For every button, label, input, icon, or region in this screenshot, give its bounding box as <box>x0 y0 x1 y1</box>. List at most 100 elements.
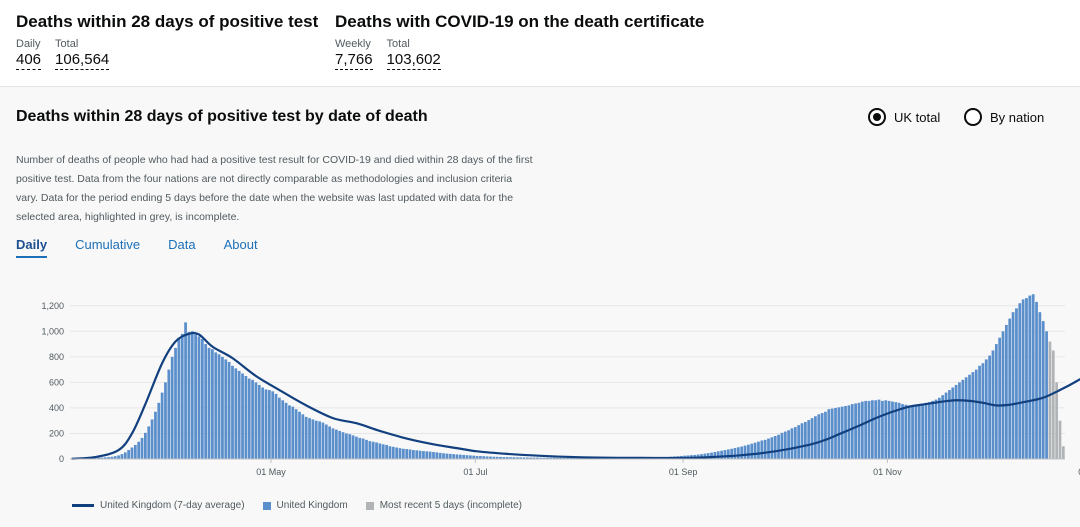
weekly-value[interactable]: 7,766 <box>335 51 373 70</box>
daily-bar <box>770 437 774 459</box>
daily-bar <box>535 457 539 459</box>
chart-tabs: Daily Cumulative Data About <box>16 237 258 258</box>
daily-bar <box>284 402 288 459</box>
daily-bar <box>1045 331 1048 459</box>
total-value[interactable]: 106,564 <box>55 51 110 70</box>
daily-bar <box>937 397 941 459</box>
daily-bar <box>984 359 988 459</box>
daily-bar <box>1011 312 1015 459</box>
certificate-total-label: Total <box>386 38 410 50</box>
x-tick-label: 01 Sep <box>669 467 698 477</box>
tab-daily[interactable]: Daily <box>16 237 48 258</box>
deaths-28-days-summary: Deaths within 28 days of positive test D… <box>16 12 318 70</box>
daily-bar <box>515 457 519 459</box>
daily-bar <box>867 400 871 459</box>
daily-stat: Daily 406 <box>16 38 42 70</box>
daily-bar <box>713 451 717 459</box>
daily-bar <box>807 420 811 459</box>
daily-bar <box>110 456 114 459</box>
daily-bar <box>803 421 807 459</box>
daily-bar <box>184 322 187 459</box>
daily-bar <box>532 457 536 459</box>
daily-bar <box>465 455 469 459</box>
incomplete-bar <box>1061 446 1065 459</box>
daily-bar <box>525 457 529 459</box>
daily-bar <box>730 448 734 459</box>
daily-bar <box>442 453 445 459</box>
daily-bar <box>345 433 348 459</box>
daily-bar <box>1038 312 1042 459</box>
daily-bar <box>160 392 164 459</box>
radio-by-nation[interactable]: By nation <box>964 108 1044 126</box>
certificate-total-value[interactable]: 103,602 <box>386 51 441 70</box>
daily-bar <box>944 392 948 459</box>
daily-bar <box>412 450 415 459</box>
daily-bar <box>167 369 171 459</box>
daily-bar <box>492 456 496 459</box>
daily-bar <box>522 457 526 459</box>
daily-bar <box>881 400 884 459</box>
daily-bar <box>827 409 831 459</box>
y-tick-label: 200 <box>49 428 64 438</box>
tab-data[interactable]: Data <box>168 237 196 252</box>
daily-bar <box>860 401 864 459</box>
daily-bar <box>716 451 720 459</box>
daily-bar <box>971 372 975 459</box>
daily-bar <box>877 399 881 459</box>
daily-bar <box>304 416 308 459</box>
daily-bar <box>244 376 248 459</box>
daily-bar <box>271 391 275 459</box>
daily-bar <box>1025 298 1028 459</box>
daily-bar <box>164 382 167 459</box>
daily-bar <box>974 369 978 459</box>
daily-bar <box>720 450 723 459</box>
daily-bar <box>251 379 254 459</box>
radio-uk-total-indicator[interactable] <box>868 108 886 126</box>
daily-bar <box>257 384 261 459</box>
daily-bar <box>981 363 985 459</box>
daily-bar <box>519 457 522 459</box>
death-certificate-summary: Deaths with COVID-19 on the death certif… <box>335 12 704 70</box>
tab-cumulative[interactable]: Cumulative <box>75 237 141 252</box>
daily-bar <box>241 373 244 459</box>
daily-bar <box>777 434 780 459</box>
daily-bar <box>288 405 291 459</box>
daily-bar <box>773 436 777 459</box>
y-tick-label: 1,000 <box>41 326 64 336</box>
daily-bar <box>472 455 476 459</box>
headline-figures: Deaths within 28 days of positive test D… <box>0 0 1080 86</box>
daily-bar <box>455 454 459 459</box>
daily-bar <box>133 444 137 459</box>
daily-bar <box>726 449 730 459</box>
deaths-28-days-title: Deaths within 28 days of positive test <box>16 12 319 31</box>
daily-bar <box>187 331 191 459</box>
daily-bar <box>747 444 750 459</box>
daily-bar <box>321 422 325 459</box>
daily-bar <box>365 439 368 459</box>
daily-bar <box>988 355 991 459</box>
daily-bar <box>927 402 931 459</box>
daily-bar <box>887 400 891 459</box>
daily-bar <box>107 457 110 459</box>
daily-bar <box>760 440 764 459</box>
daily-bar <box>355 436 358 459</box>
daily-value[interactable]: 406 <box>16 51 42 70</box>
daily-bar <box>780 432 784 459</box>
daily-bar <box>438 452 442 459</box>
daily-bar <box>783 431 787 459</box>
daily-bar <box>757 441 760 459</box>
daily-label: Daily <box>16 38 41 50</box>
daily-bar <box>793 427 797 459</box>
daily-bar <box>200 338 204 459</box>
daily-bar <box>948 390 951 459</box>
tab-about[interactable]: About <box>223 237 258 252</box>
radio-uk-total[interactable]: UK total <box>868 108 940 126</box>
daily-bar <box>763 439 767 459</box>
daily-bar <box>847 405 851 459</box>
daily-bar <box>468 455 472 459</box>
chart-legend: United Kingdom (7-day average) United Ki… <box>72 500 522 511</box>
daily-bar <box>113 456 117 459</box>
daily-bar <box>891 401 894 459</box>
daily-bar <box>294 409 298 459</box>
radio-by-nation-indicator[interactable] <box>964 108 982 126</box>
